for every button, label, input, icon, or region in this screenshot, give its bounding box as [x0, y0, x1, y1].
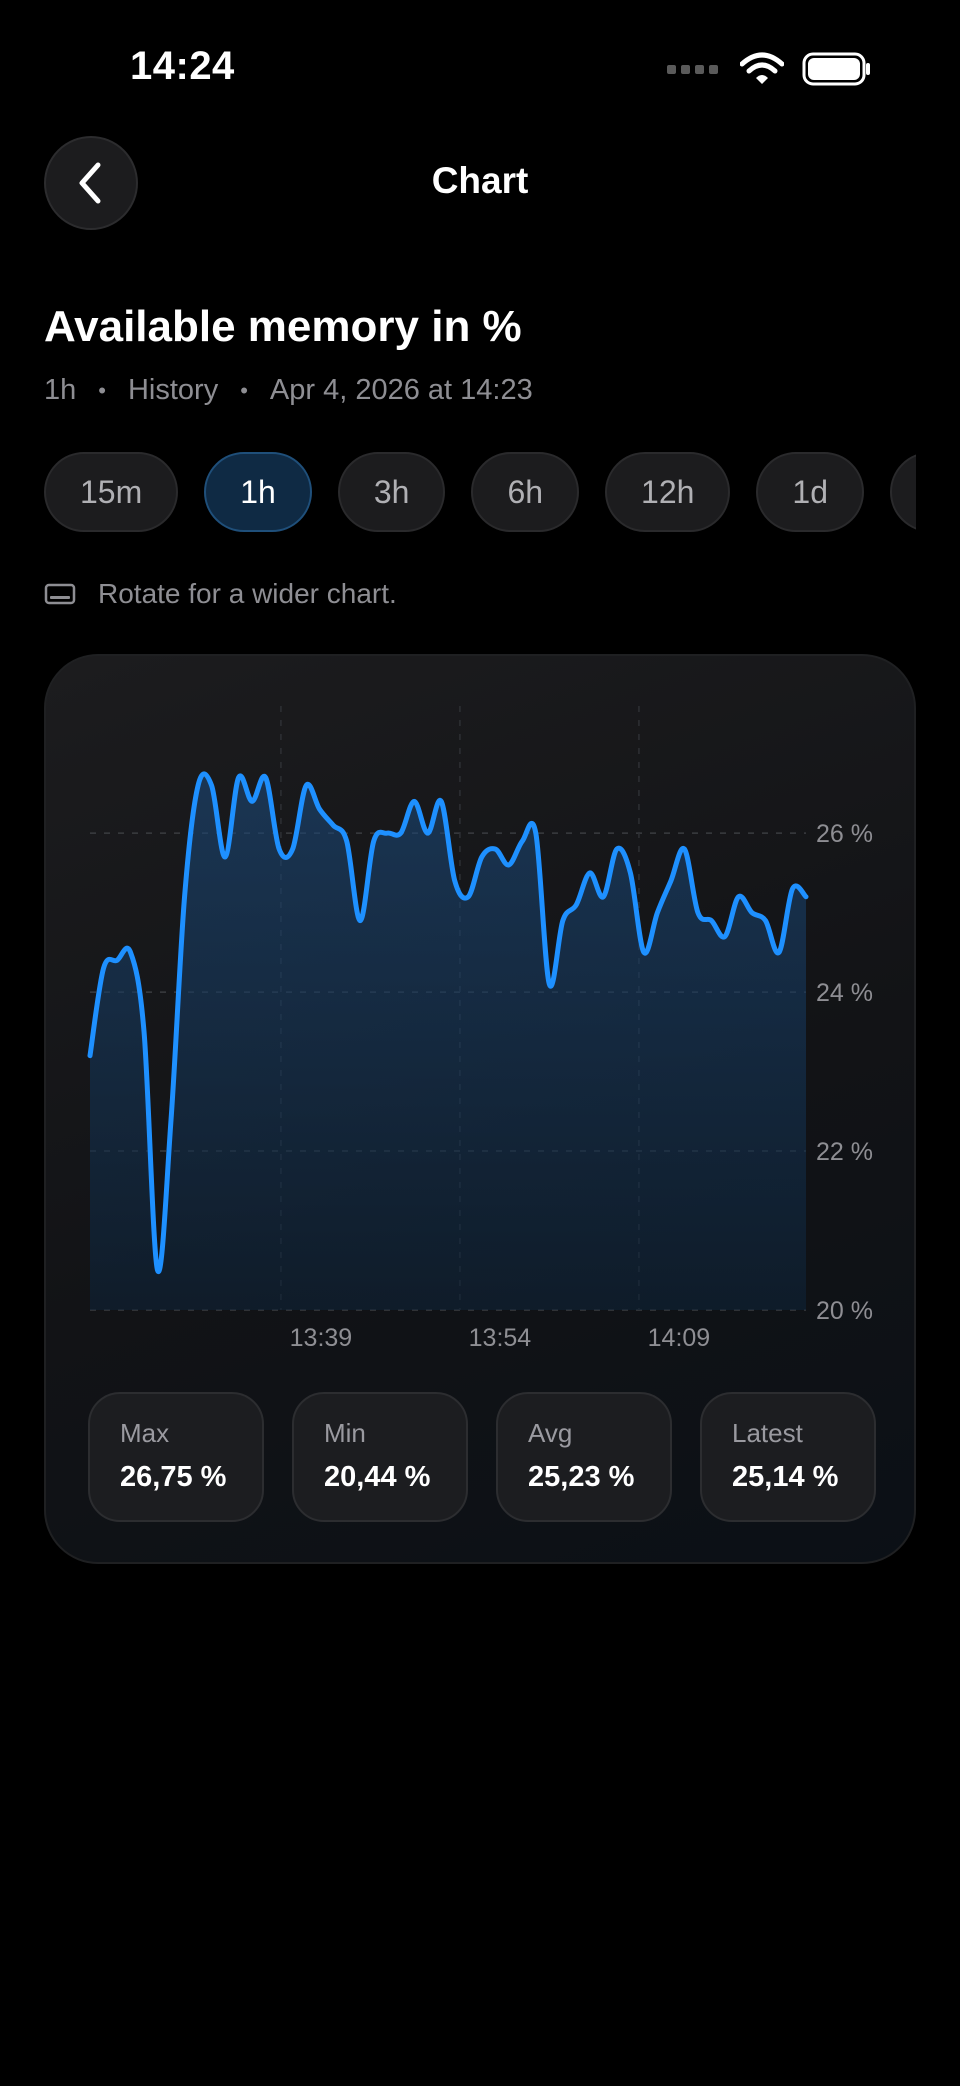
y-tick-label: 22 % — [816, 1138, 873, 1166]
back-button[interactable] — [44, 136, 138, 230]
nav-title: Chart — [431, 160, 529, 201]
range-option-1d[interactable]: 1d — [756, 452, 865, 532]
stat-max: Max 26,75 % — [88, 1392, 264, 1522]
series-area — [90, 773, 806, 1310]
chevron-left-icon — [79, 162, 101, 204]
stat-min: Min 20,44 % — [292, 1392, 468, 1522]
stat-label: Latest — [732, 1418, 803, 1448]
x-tick-label: 13:39 — [290, 1324, 353, 1352]
landscape-phone-icon — [44, 583, 76, 605]
range-option-3h[interactable]: 3h — [337, 452, 446, 532]
stat-label: Max — [120, 1418, 170, 1448]
memory-chart: 26 % 24 % 22 % 20 % 13:39 13:54 14:09 — [87, 706, 873, 1352]
page-title: Available memory in % — [44, 302, 522, 351]
series-line — [87, 771, 809, 1275]
status-icons — [667, 52, 872, 86]
y-tick-label: 24 % — [816, 979, 873, 1007]
stat-value: 25,14 % — [732, 1461, 839, 1493]
subtitle: 1h • History • Apr 4, 2026 at 14:23 — [44, 374, 533, 407]
meta-mode: History — [127, 374, 219, 406]
separator-dot: • — [98, 377, 106, 403]
stat-value: 26,75 % — [120, 1461, 227, 1493]
status-time: 14:24 — [130, 44, 235, 88]
battery-icon — [802, 52, 870, 86]
stat-label: Min — [324, 1418, 366, 1448]
separator-dot: • — [240, 377, 248, 403]
range-option-1h[interactable]: 1h — [204, 452, 312, 532]
stats-row: Max 26,75 % Min 20,44 % Avg 25,23 % Late… — [88, 1392, 876, 1522]
rotate-hint-text: Rotate for a wider chart. — [98, 578, 397, 609]
stat-label: Avg — [528, 1418, 573, 1448]
y-tick-label: 20 % — [816, 1297, 873, 1325]
stat-latest: Latest 25,14 % — [700, 1392, 876, 1522]
range-option-12h[interactable]: 12h — [605, 452, 731, 532]
y-tick-label: 26 % — [816, 820, 873, 848]
stat-value: 20,44 % — [324, 1461, 431, 1493]
meta-range: 1h — [44, 374, 77, 406]
status-bar: 14:24 — [0, 0, 960, 140]
wifi-icon — [740, 52, 784, 84]
range-option-7d[interactable]: 7d — [890, 452, 916, 532]
range-option-15m[interactable]: 15m — [44, 452, 179, 532]
stat-value: 25,23 % — [528, 1461, 635, 1493]
cellular-signal-icon — [667, 64, 718, 74]
time-range-selector[interactable]: 15m 1h 3h 6h 12h 1d 7d — [44, 452, 916, 536]
x-tick-label: 14:09 — [648, 1324, 711, 1352]
x-tick-label: 13:54 — [469, 1324, 532, 1352]
rotate-hint: Rotate for a wider chart. — [44, 578, 397, 610]
meta-timestamp: Apr 4, 2026 at 14:23 — [269, 374, 533, 406]
stat-avg: Avg 25,23 % — [496, 1392, 672, 1522]
range-option-6h[interactable]: 6h — [471, 452, 580, 532]
chart-card: 26 % 24 % 22 % 20 % 13:39 13:54 14:09 Max 26,7… — [44, 654, 916, 1564]
